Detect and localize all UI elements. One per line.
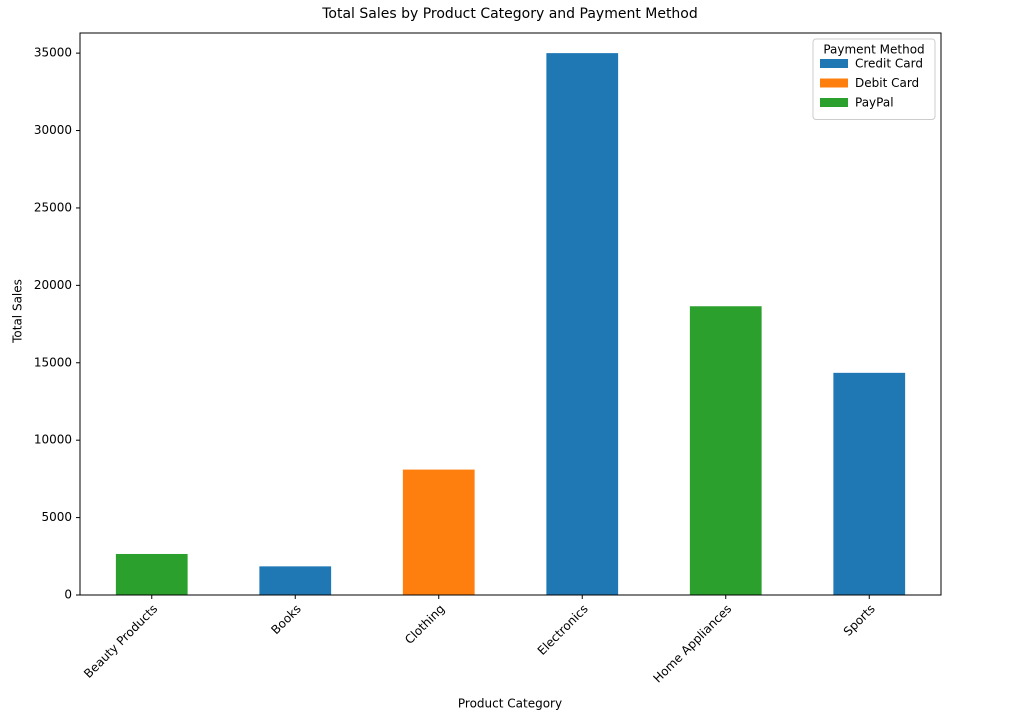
x-tick-label: Beauty Products [81,602,160,681]
y-tick-label: 20000 [34,278,72,292]
y-tick-label: 5000 [41,510,72,524]
y-tick-label: 15000 [34,355,72,369]
x-axis-label: Product Category [458,697,562,711]
x-tick-label: Books [268,602,303,637]
legend-swatch [820,98,848,107]
legend-label: Debit Card [855,76,919,90]
legend-label: PayPal [855,96,894,110]
legend-swatch [820,59,848,68]
plot-frame [79,32,942,596]
bar-segment [402,469,475,595]
bar-segment [259,566,332,595]
legend-label: Credit Card [855,57,923,71]
x-tick-label: Clothing [402,602,447,647]
x-tick-label: Electronics [535,602,591,658]
bar-segment [833,372,906,595]
y-tick-label: 10000 [34,433,72,447]
y-tick-label: 0 [64,588,72,602]
legend-title: Payment Method [823,43,924,57]
legend-swatch [820,78,848,88]
y-axis-label: Total Sales [11,279,25,344]
x-tick-label: Sports [841,602,878,639]
bar-segment [689,306,762,595]
bar-segment [115,553,188,595]
chart-title: Total Sales by Product Category and Paym… [321,6,698,22]
x-tick-label: Home Appliances [651,602,735,686]
y-tick-label: 25000 [34,200,72,214]
y-tick-label: 30000 [34,123,72,137]
bar-segment [546,53,619,596]
y-tick-label: 35000 [34,46,72,60]
